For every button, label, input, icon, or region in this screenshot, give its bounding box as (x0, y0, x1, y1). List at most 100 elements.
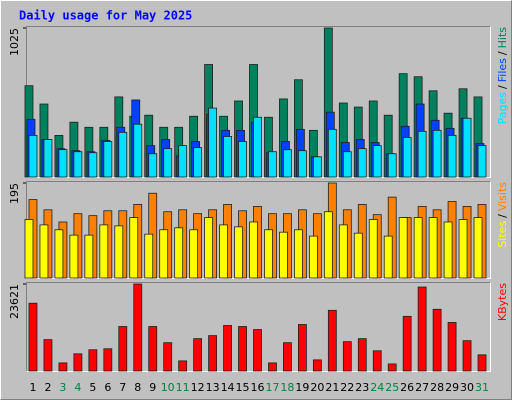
x-tick-label: 4 (74, 381, 81, 394)
x-tick-label: 9 (149, 381, 156, 394)
bar (219, 224, 228, 279)
bar (24, 219, 34, 279)
bar (312, 156, 322, 178)
bar (428, 217, 438, 279)
bar (43, 139, 53, 178)
bar (178, 145, 188, 178)
x-tick-label: 16 (251, 381, 265, 394)
bar (58, 362, 68, 372)
x-tick-label: 29 (445, 381, 459, 394)
bar (58, 149, 68, 178)
legend-separator: / (496, 51, 509, 55)
bar (264, 229, 273, 279)
x-tick-label: 6 (104, 381, 111, 394)
bar (118, 326, 128, 372)
bar (372, 350, 382, 372)
bar (84, 234, 94, 279)
bar (193, 147, 203, 178)
legend-separator: / (496, 85, 509, 89)
bar (462, 117, 472, 178)
bar (148, 326, 158, 372)
bar (417, 130, 427, 178)
bar (432, 308, 442, 372)
bar (387, 363, 397, 372)
y-tick-label: 23621 (8, 284, 21, 319)
bar (238, 326, 247, 372)
bar (28, 135, 38, 178)
bar (204, 217, 213, 279)
legend: KBytes (496, 283, 509, 321)
bar (342, 151, 352, 178)
bar (413, 217, 423, 279)
bar (54, 229, 64, 279)
chart-title: Daily usage for May 2025 (19, 9, 192, 23)
bar (238, 141, 247, 178)
bar (88, 349, 98, 372)
bar (39, 224, 49, 279)
bar (473, 217, 483, 279)
x-tick-label: 1 (29, 381, 36, 394)
bar (368, 219, 378, 279)
bar (447, 135, 457, 178)
bar (327, 128, 337, 178)
legend-entry: Visits (496, 182, 509, 211)
legend-separator: / (496, 214, 509, 218)
bar (353, 232, 363, 279)
x-tick-label: 21 (325, 381, 339, 394)
bar (114, 225, 124, 279)
bar (462, 340, 472, 372)
legend-entry: KBytes (496, 283, 509, 321)
bar (253, 329, 262, 372)
bar (443, 221, 453, 279)
bar (387, 153, 397, 178)
bar (133, 123, 143, 178)
panel-border-dark (26, 282, 491, 372)
x-tick-label: 3 (59, 381, 66, 394)
bar (417, 286, 427, 372)
bar (268, 151, 277, 178)
x-tick-label: 5 (89, 381, 96, 394)
bar (163, 148, 173, 178)
bar (279, 231, 288, 279)
bar (159, 229, 169, 279)
bar (178, 360, 188, 372)
bar (372, 145, 382, 178)
bar (223, 136, 232, 178)
bar (477, 354, 487, 372)
bar (69, 234, 79, 279)
bar (103, 348, 113, 372)
bar (283, 149, 292, 178)
x-tick-label: 27 (415, 381, 429, 394)
y-tick-label: 195 (8, 183, 21, 204)
bar (298, 324, 307, 372)
x-tick-label: 24 (370, 381, 384, 394)
bar (477, 145, 487, 178)
x-tick-label: 2 (44, 381, 51, 394)
bar (144, 233, 154, 279)
bar (88, 152, 98, 178)
bar (148, 153, 158, 178)
x-tick-label: 11 (176, 381, 190, 394)
x-tick-label: 18 (280, 381, 294, 394)
legend: Sites / Visits (496, 182, 509, 248)
bar (208, 335, 217, 372)
x-tick-label: 31 (475, 381, 489, 394)
bar (174, 227, 184, 279)
x-tick-label: 8 (134, 381, 141, 394)
bar (383, 235, 393, 279)
x-tick-label: 26 (400, 381, 414, 394)
y-tick-label: 1025 (8, 28, 21, 56)
bar (133, 283, 143, 372)
bar (234, 226, 243, 279)
bar (357, 338, 367, 372)
bar (129, 217, 139, 279)
bar (357, 148, 367, 178)
bar (73, 353, 83, 372)
panel-border-light (26, 26, 491, 178)
bar (283, 342, 292, 372)
legend-entry: Pages (496, 92, 509, 125)
bar (458, 219, 468, 279)
bar (294, 229, 303, 279)
